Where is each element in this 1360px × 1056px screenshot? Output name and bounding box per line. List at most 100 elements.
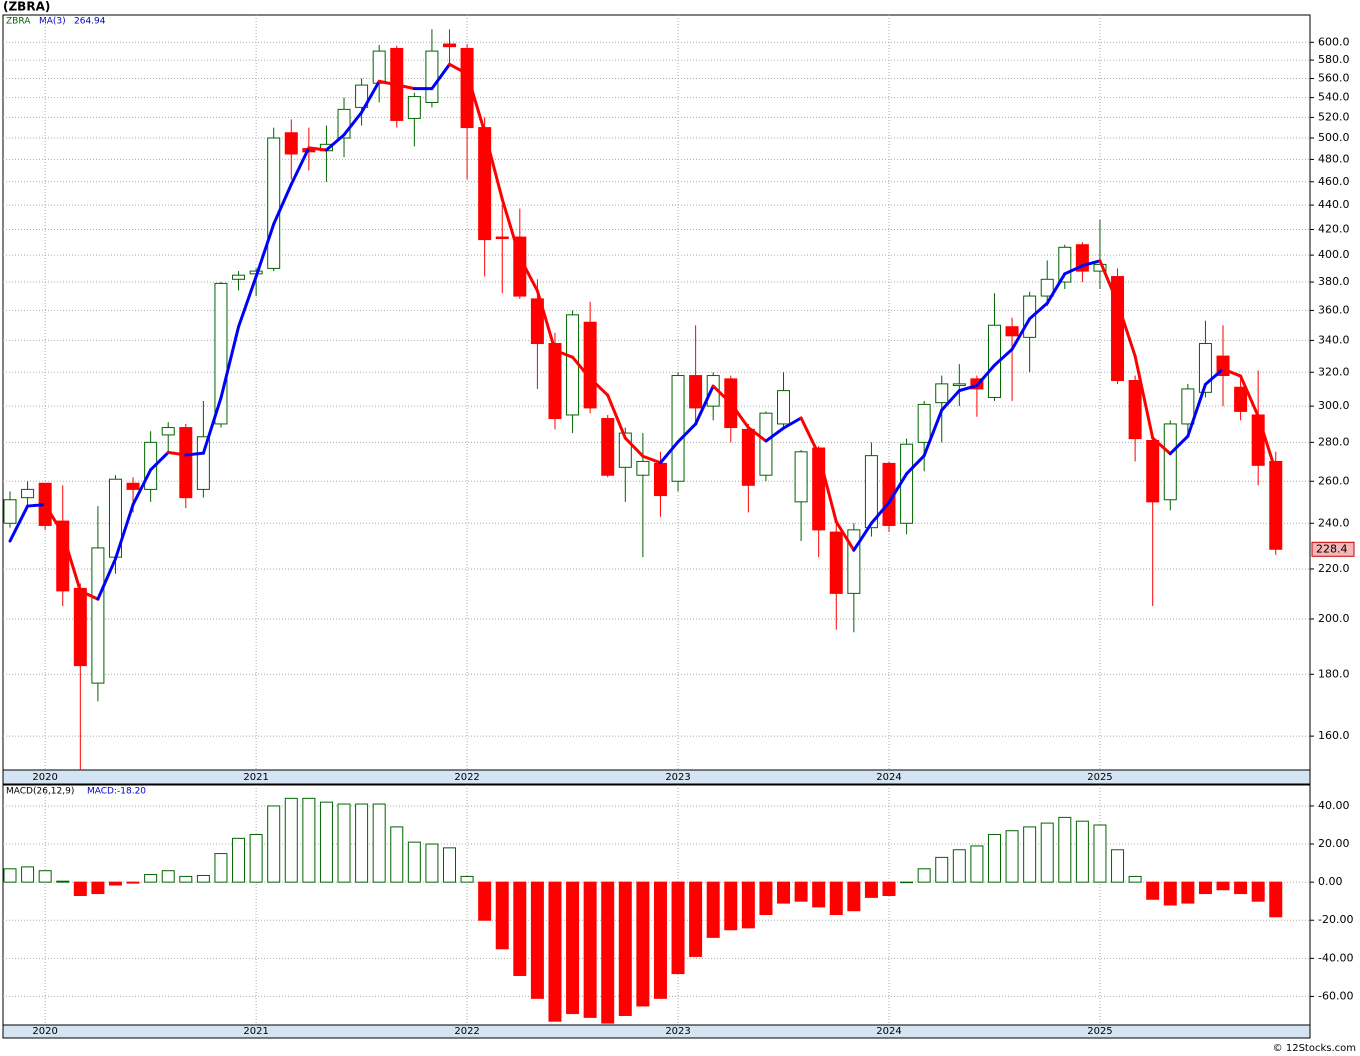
candle-body (812, 447, 826, 531)
macd-bar (161, 870, 175, 883)
ma-line (1010, 317, 1032, 351)
macd-title: MACD(26,12,9) (6, 787, 74, 797)
candle-body (1111, 276, 1125, 382)
macd-bar (495, 881, 509, 950)
candle-body (1023, 295, 1037, 338)
macd-bar (548, 881, 562, 1022)
candle-body (1040, 278, 1054, 297)
y-tick-label: 560.0 (1318, 71, 1350, 84)
candle-body (126, 482, 140, 490)
ma-line (78, 589, 100, 601)
y-tick-label: 360.0 (1318, 303, 1350, 316)
y-tick-label: 160.0 (1318, 729, 1350, 742)
ma-line (377, 79, 399, 87)
candle-body (1251, 414, 1265, 466)
candle-body (1128, 380, 1142, 440)
ma-line (1203, 367, 1225, 386)
legend-symbol: ZBRA (6, 17, 31, 27)
candle-body (21, 488, 35, 499)
ma-line (149, 450, 170, 472)
x-tick-label: 2025 (1087, 772, 1112, 783)
ma-line (518, 255, 539, 293)
ma-line (782, 416, 803, 430)
ma-line (8, 504, 30, 543)
macd-bar (1111, 849, 1125, 883)
candle-body (601, 418, 615, 476)
ma-line (1221, 367, 1243, 378)
y-tick-label: 260.0 (1318, 474, 1350, 487)
macd-bar (882, 881, 896, 896)
year-band (2, 769, 1311, 785)
x-tick-label: 2021 (243, 1026, 268, 1037)
macd-bar (618, 881, 632, 1016)
macd-bar (794, 881, 808, 902)
candle-body (671, 375, 685, 482)
ma-line (430, 62, 451, 91)
ma-line (641, 454, 662, 465)
candle-body (847, 529, 861, 594)
macd-bar (372, 803, 386, 883)
y-tick-label: 600.0 (1318, 35, 1350, 48)
macd-value: MACD:-18.20 (87, 787, 146, 797)
y-tick-label: 240.0 (1318, 516, 1350, 529)
ma-line (1080, 259, 1102, 268)
macd-bar (829, 881, 843, 916)
ma-line (254, 222, 276, 279)
macd-bar (689, 881, 703, 957)
macd-bar (390, 826, 404, 883)
ma-line (131, 468, 153, 507)
candle-body (530, 298, 544, 345)
macd-bar (636, 881, 650, 1007)
ma-line (764, 426, 786, 443)
ma-line (395, 83, 416, 91)
ma-line (905, 454, 926, 476)
ma-line (500, 197, 522, 259)
x-tick-label: 2020 (32, 1026, 57, 1037)
macd-bar (249, 834, 263, 883)
ma-line (237, 275, 258, 329)
macd-bar (513, 881, 527, 976)
macd-bar (1128, 875, 1142, 883)
candle-body (1234, 386, 1248, 412)
macd-bar (1251, 881, 1265, 902)
candle-body (495, 236, 509, 240)
ma-line (1045, 272, 1067, 305)
candle-body (91, 547, 105, 684)
ma-line (711, 384, 733, 405)
ma-line (658, 440, 680, 465)
macd-bar (1181, 881, 1195, 904)
candle-body (653, 462, 667, 497)
ma-line (43, 503, 65, 536)
ma-line (483, 130, 504, 201)
ma-line (219, 325, 241, 400)
ma-line (26, 503, 47, 508)
y-tick-label: 460.0 (1318, 175, 1350, 188)
ma-line (852, 521, 873, 552)
ma-line (588, 376, 610, 397)
macd-bar (425, 843, 439, 883)
macd-bar (21, 866, 35, 883)
macd-bar (987, 834, 1001, 883)
y-tick-label: 40.00 (1318, 799, 1350, 812)
ma-line (184, 451, 205, 457)
macd-bar (935, 856, 949, 883)
ma-line (1133, 354, 1155, 440)
macd-bar (38, 870, 52, 883)
candle-body (566, 314, 580, 416)
ma-line (307, 146, 328, 152)
macd-bar (706, 881, 720, 938)
candle-body (179, 427, 193, 499)
candle-body (3, 499, 17, 524)
macd-bar (1234, 881, 1248, 895)
macd-bar (1198, 881, 1212, 895)
ma-line (957, 384, 979, 393)
macd-bar (1269, 881, 1283, 918)
macd-bar (777, 881, 791, 904)
candle-body (864, 455, 878, 529)
macd-bar (583, 881, 597, 1018)
macd-bar (1023, 826, 1037, 883)
macd-bar (847, 881, 861, 912)
y-tick-label: 480.0 (1318, 152, 1350, 165)
ma-line (465, 72, 487, 134)
